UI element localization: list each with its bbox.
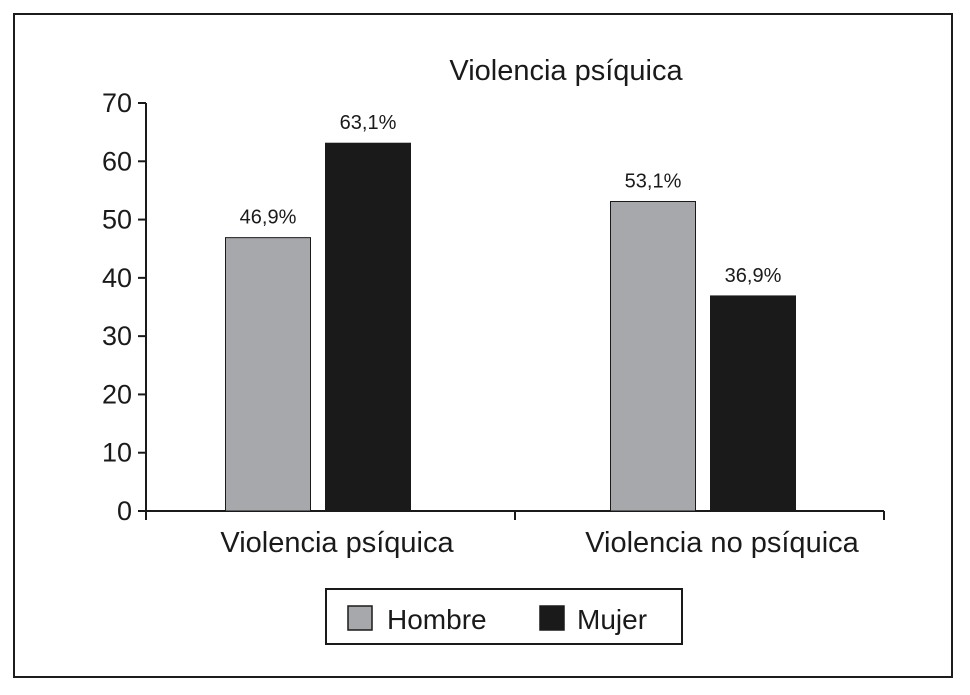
legend-box xyxy=(325,588,683,645)
data-label: 63,1% xyxy=(340,112,397,134)
chart-title: Violencia psíquica xyxy=(449,55,683,87)
data-label: 46,9% xyxy=(240,207,297,229)
y-tick-label: 70 xyxy=(102,88,132,118)
x-axis: Violencia psíquica Violencia no psíquica xyxy=(145,510,885,559)
legend-swatch-hombre xyxy=(347,605,373,631)
bar-hombre xyxy=(610,201,696,512)
y-tick-label: 30 xyxy=(102,321,132,351)
x-category-label: Violencia no psíquica xyxy=(585,527,859,559)
legend-label-mujer: Mujer xyxy=(577,604,647,635)
data-label: 36,9% xyxy=(725,265,782,287)
bar-mujer xyxy=(325,142,411,512)
y-tick-label: 50 xyxy=(102,205,132,235)
bars-group: 46,9% 53,1% 63,1% 36,9% xyxy=(225,112,796,512)
x-category-label: Violencia psíquica xyxy=(220,527,454,559)
y-tick-label: 40 xyxy=(102,263,132,293)
y-axis: 0 10 20 30 40 50 60 70 xyxy=(102,88,147,526)
legend-label-hombre: Hombre xyxy=(387,604,487,635)
y-tick-label: 60 xyxy=(102,146,132,176)
y-tick-label: 0 xyxy=(117,496,132,526)
y-tick-label: 20 xyxy=(102,379,132,409)
legend-swatch-mujer xyxy=(539,605,565,631)
bar-mujer xyxy=(710,295,796,512)
chart-frame xyxy=(13,13,953,678)
data-label: 53,1% xyxy=(625,171,682,193)
y-tick-label: 10 xyxy=(102,438,132,468)
bar-hombre xyxy=(225,237,311,512)
legend: Hombre Mujer xyxy=(325,588,683,645)
